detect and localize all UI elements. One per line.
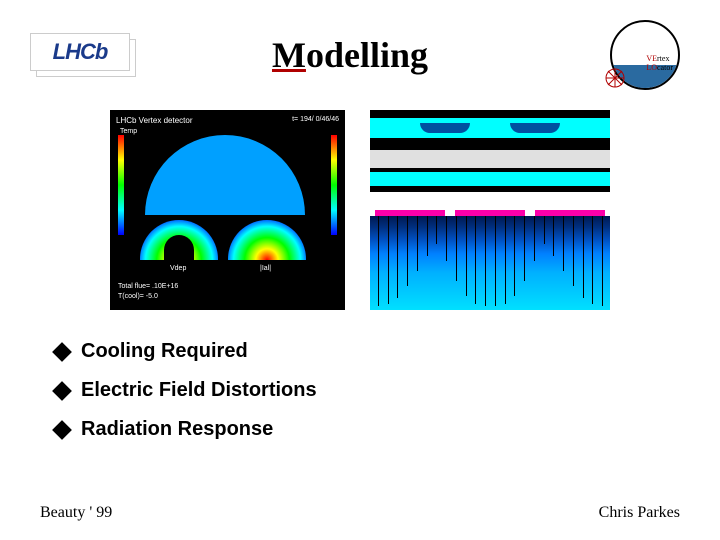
right-plots-column (370, 110, 610, 310)
sim-left-title: LHCb Vertex detector (116, 116, 192, 125)
small-semicircles (140, 220, 306, 260)
footer-left: Beauty ' 99 (40, 504, 112, 522)
diamond-icon (52, 420, 72, 440)
ial-plot (228, 220, 306, 260)
sim-right-top-plot (370, 110, 610, 192)
lhcb-logo-text: LHCb (30, 33, 130, 71)
bullet-item: Radiation Response (55, 418, 670, 441)
lhcb-logo: LHCb LHCb (30, 33, 140, 78)
bullet-list: Cooling Required Electric Field Distorti… (0, 320, 720, 467)
field-lines-plot (370, 210, 610, 310)
footer-right: Chris Parkes (599, 504, 680, 522)
diamond-icon (52, 381, 72, 401)
bullet-item: Electric Field Distortions (55, 379, 670, 402)
bullet-item: Cooling Required (55, 340, 670, 363)
flux-label: Total flue= .10E+16 (118, 282, 178, 292)
images-row: LHCb Vertex detector t= 194/ 0/46/46 Tem… (0, 100, 720, 320)
sim-left-footer: Total flue= .10E+16 T(cool)= -5.0 (118, 282, 178, 302)
vdep-label: Vdep (170, 265, 186, 272)
potential-gradient (370, 216, 610, 310)
vdep-plot (140, 220, 218, 260)
bullet-text: Cooling Required (81, 340, 248, 363)
tcool-label: T(cool)= -5.0 (118, 292, 178, 302)
velo-logo: VErtexLOcator (600, 20, 690, 90)
thermal-simulation-plot: LHCb Vertex detector t= 194/ 0/46/46 Tem… (110, 110, 345, 310)
srt-band1 (370, 118, 610, 138)
header-row: LHCb LHCb Modelling VErtexLOcator (0, 0, 720, 100)
footer: Beauty ' 99 Chris Parkes (40, 504, 680, 522)
velo-text: VErtexLOcator (646, 54, 673, 72)
sim-left-right-label: t= 194/ 0/46/46 (292, 116, 339, 123)
srt-band3 (370, 172, 610, 186)
ial-label: |Ial| (260, 265, 271, 272)
bullet-text: Electric Field Distortions (81, 379, 317, 402)
colorbar-right (331, 135, 337, 235)
diamond-icon (52, 342, 72, 362)
sim-left-temp-label: Temp (120, 128, 137, 135)
bullet-text: Radiation Response (81, 418, 273, 441)
wheel-icon (605, 68, 625, 88)
detector-semicircle (145, 135, 305, 215)
page-title: Modelling (100, 34, 600, 76)
colorbar-left (118, 135, 124, 235)
srt-band2 (370, 150, 610, 168)
